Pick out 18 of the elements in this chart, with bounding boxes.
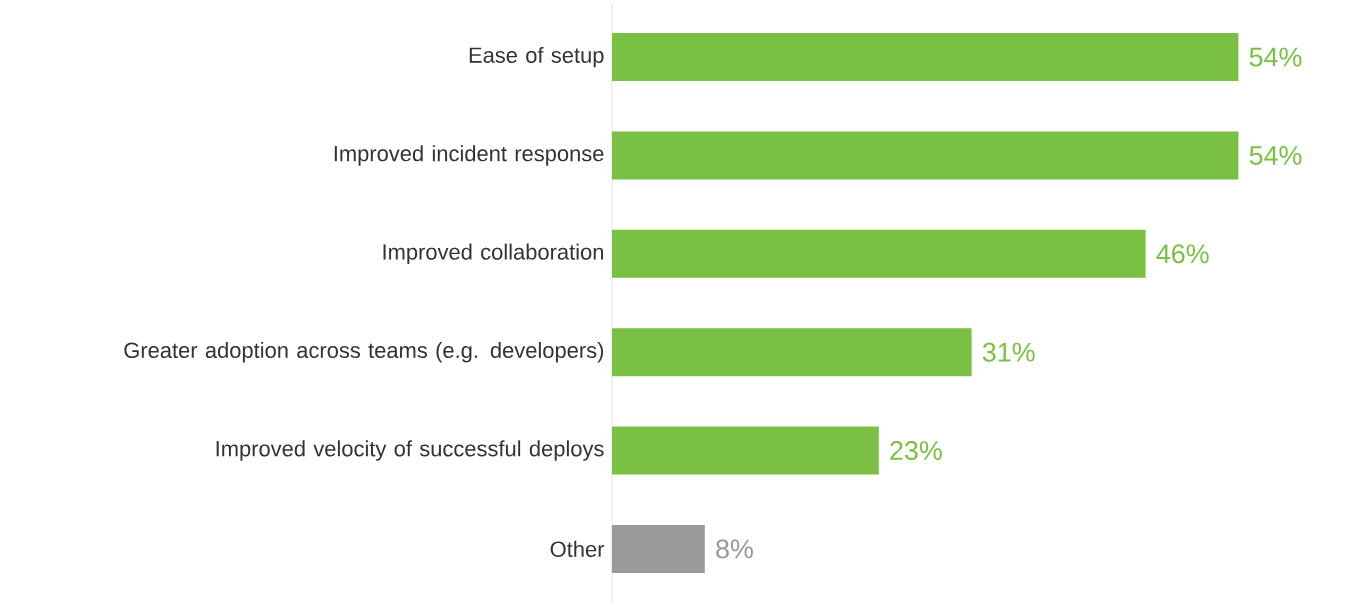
data-label: 54% [1249, 47, 1302, 67]
y-tick-label: Improved collaboration [383, 243, 604, 265]
data-label: 8% [716, 539, 753, 559]
data-label: 23% [890, 441, 942, 461]
bar [612, 131, 1239, 180]
y-tick-label: Improved velocity of successful deploys [216, 440, 604, 461]
y-tick-label: Improved incident response [334, 145, 604, 166]
y-tick-label: Greater adoption across teams (e.g. developers) [124, 341, 604, 363]
bar [612, 33, 1239, 82]
bar [612, 426, 879, 475]
bar [612, 229, 1146, 278]
bar [612, 328, 972, 377]
data-label: 31% [982, 342, 1035, 362]
y-tick-label: Other [550, 540, 605, 557]
data-label: 54% [1249, 145, 1302, 165]
bar [612, 524, 705, 573]
y-tick-label: Ease of setup [469, 46, 604, 68]
data-label: 46% [1156, 244, 1209, 264]
